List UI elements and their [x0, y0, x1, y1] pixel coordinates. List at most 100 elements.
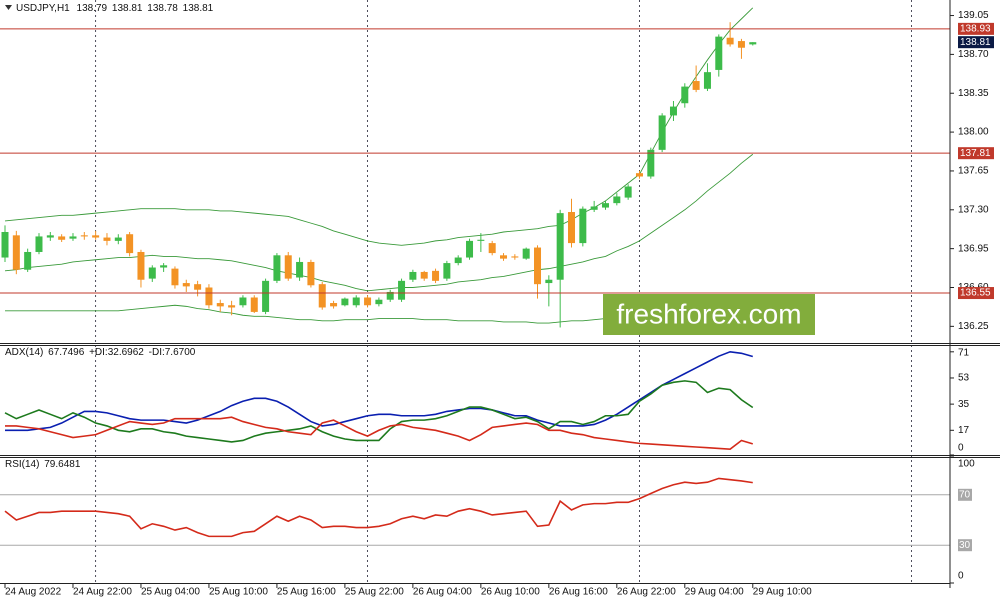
candle-body — [148, 267, 156, 279]
x-tick-label: 25 Aug 22:00 — [345, 587, 404, 598]
y-tick-label: 0 — [958, 571, 964, 582]
candle-body — [330, 303, 338, 307]
current-price-label: 138.81 — [960, 37, 991, 48]
watermark-box — [603, 294, 815, 335]
x-tick-label: 24 Aug 2022 — [5, 587, 62, 598]
candle-body — [692, 81, 700, 90]
last-low: 138.78 — [147, 3, 178, 14]
bollinger-band — [4, 153, 754, 292]
level-label: 70 — [959, 489, 971, 500]
candle-body — [749, 42, 757, 45]
x-tick-label: 26 Aug 10:00 — [481, 587, 540, 598]
candle-body — [296, 261, 304, 278]
level-label: 137.81 — [960, 148, 991, 159]
y-tick-label: 138.35 — [958, 88, 989, 99]
candle-body — [420, 271, 428, 279]
candle-body — [477, 239, 485, 241]
candle-body — [182, 283, 190, 287]
level-label-box — [958, 147, 994, 160]
y-tick-label: 0 — [958, 443, 964, 454]
candle-body — [534, 247, 542, 285]
candle-body — [443, 263, 451, 279]
candle-body — [545, 279, 553, 284]
y-tick-label: 137.30 — [958, 204, 989, 215]
y-tick-label: 17 — [958, 425, 970, 436]
y-tick-label: 138.70 — [958, 49, 989, 60]
candle-body — [590, 206, 598, 210]
candle-body — [126, 234, 134, 254]
x-tick-label: 26 Aug 22:00 — [617, 587, 676, 598]
level-label: 136.55 — [960, 288, 991, 299]
level-label: 30 — [959, 540, 971, 551]
candle-body — [216, 303, 224, 307]
adx-title: ADX(14) — [5, 347, 43, 358]
x-tick-label: 24 Aug 22:00 — [73, 587, 132, 598]
candle-body — [24, 251, 32, 270]
x-tick-label: 26 Aug 16:00 — [549, 587, 608, 598]
candle-body — [284, 255, 292, 279]
y-tick-label: 100 — [958, 459, 975, 470]
candle-body — [103, 237, 111, 241]
candle-body — [12, 235, 20, 270]
candle-body — [80, 235, 88, 237]
adx-header: ADX(14) 67.7496 +DI:32.6962 -DI:7.6700 — [5, 347, 196, 358]
candle-body — [375, 299, 383, 305]
x-tick-label: 25 Aug 16:00 — [277, 587, 336, 598]
candle-body — [114, 237, 122, 241]
candle-body — [568, 212, 575, 244]
y-tick-label: 139.05 — [958, 10, 989, 21]
level-label-box — [958, 539, 972, 552]
candle-body — [364, 297, 372, 306]
x-tick-label: 25 Aug 10:00 — [209, 587, 268, 598]
symbol-title: USDJPY,H1 — [16, 3, 70, 14]
candle-body — [737, 41, 745, 48]
pdi-readout: 32.6962 — [108, 347, 145, 358]
candle-body — [466, 240, 474, 258]
candle-body — [160, 265, 168, 268]
y-tick-label: 136.25 — [958, 321, 989, 332]
candle-body — [647, 149, 655, 177]
candle-body — [92, 235, 100, 238]
candle-body — [228, 305, 236, 308]
candle-body — [352, 297, 360, 306]
candle-body — [194, 284, 202, 290]
candle-body — [556, 213, 564, 280]
adx-readout: 67.7496 — [48, 347, 85, 358]
last-close: 138.81 — [183, 3, 214, 14]
y-tick-label: 35 — [958, 399, 970, 410]
candle-body — [432, 270, 440, 281]
rsi-readout: 79.6481 — [44, 459, 81, 470]
candle-body — [669, 106, 677, 116]
mdi-name: -DI: — [149, 347, 165, 358]
rsi-title: RSI(14) — [5, 459, 39, 470]
y-tick-label: 71 — [958, 348, 970, 359]
indicator-line — [5, 350, 754, 432]
candle-body — [658, 115, 666, 150]
level-label-box — [958, 22, 994, 35]
x-tick-label: 26 Aug 04:00 — [413, 587, 472, 598]
candle-body — [715, 36, 723, 70]
candle-body — [488, 243, 496, 254]
candle-body — [262, 280, 270, 312]
watermark: freshforex.com — [616, 298, 801, 329]
candle-body — [579, 208, 587, 244]
candle-body — [454, 257, 462, 264]
candle-body — [69, 236, 77, 239]
rsi-header: RSI(14) 79.6481 — [5, 459, 81, 470]
candle-body — [398, 280, 406, 300]
candle-body — [635, 173, 643, 177]
candle-body — [46, 235, 54, 238]
candle-body — [1, 231, 9, 258]
symbol-menu-icon[interactable] — [5, 5, 12, 10]
candle-body — [386, 291, 394, 300]
candle-body — [341, 298, 349, 306]
indicator-line — [4, 477, 753, 538]
mdi-readout: 7.6700 — [165, 347, 196, 358]
candle-body — [726, 37, 734, 45]
y-tick-label: 138.00 — [958, 127, 989, 138]
candle-body — [681, 86, 689, 104]
candle-body — [624, 186, 632, 198]
